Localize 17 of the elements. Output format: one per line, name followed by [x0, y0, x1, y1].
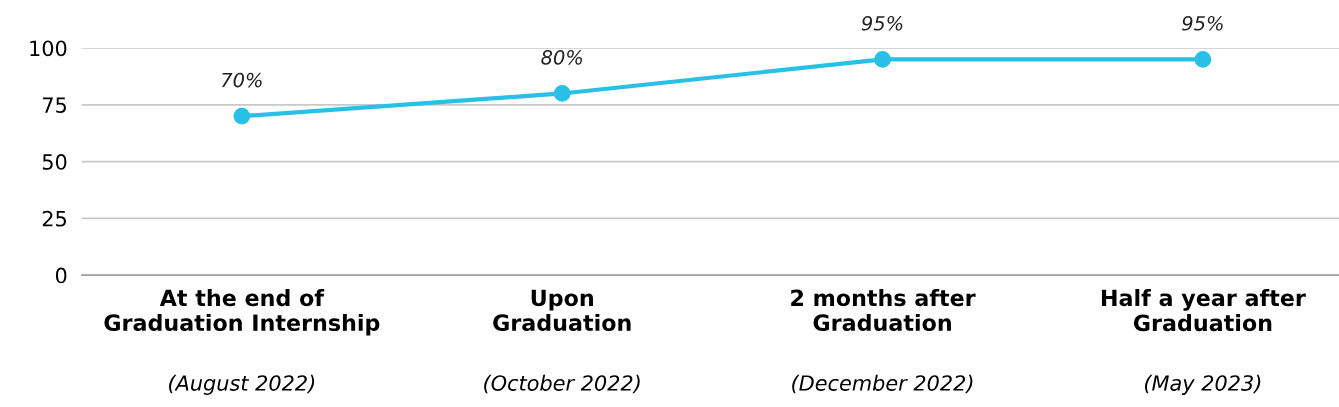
y-tick-label: 50: [42, 154, 67, 170]
y-tick-label: 0: [55, 267, 67, 284]
y-tick-label: 25: [42, 210, 66, 227]
point: [553, 85, 571, 102]
data-label: 95%: [1182, 15, 1223, 31]
category-label: At the end of Graduation Internship (August 2022): [104, 289, 380, 395]
point: [874, 51, 891, 68]
y-tick-label: 100: [30, 40, 67, 57]
data-label: 80%: [541, 49, 583, 65]
category-label: Upon Graduation (October 2022): [484, 289, 640, 394]
data-label: 95%: [861, 15, 903, 31]
point: [1194, 51, 1212, 68]
category-label: 2 months after Graduation (December 2022): [791, 289, 976, 394]
category-label: Half a year after Graduation (May 2023): [1101, 289, 1306, 395]
data-label: 70%: [222, 72, 262, 88]
point: [233, 107, 251, 125]
y-tick-label: 75: [42, 97, 66, 114]
